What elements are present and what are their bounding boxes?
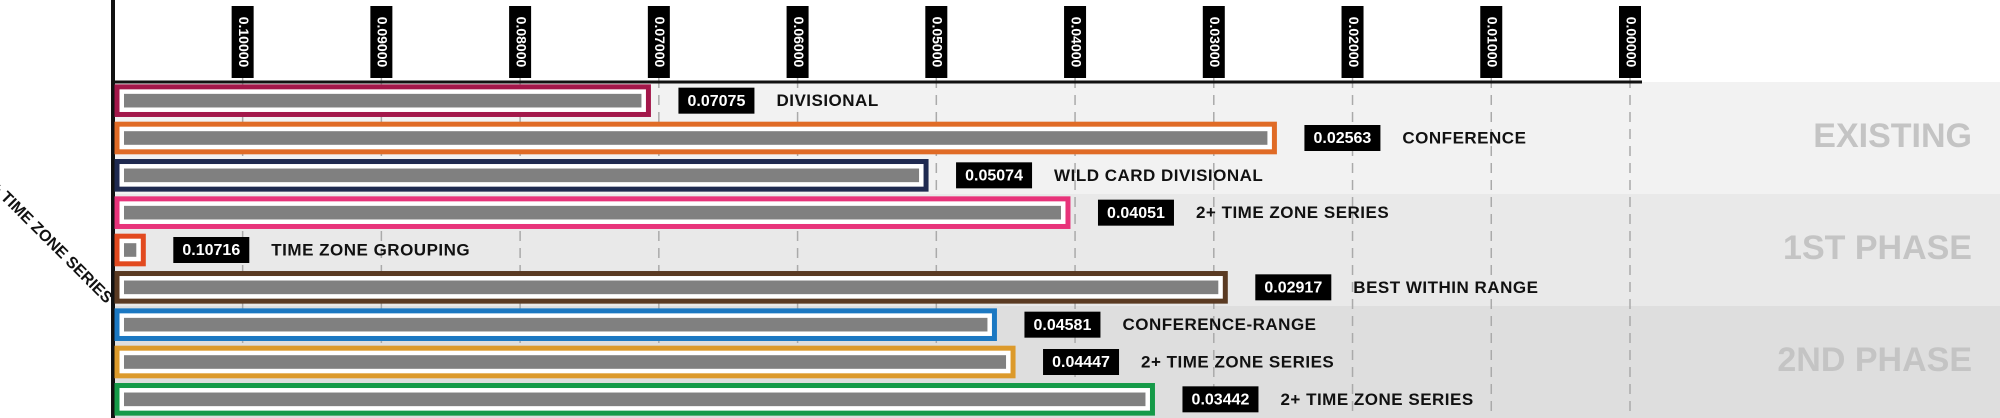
bar-name: 2+ TIME ZONE SERIES <box>1196 203 1389 222</box>
bar-name: CONFERENCE-RANGE <box>1122 315 1316 334</box>
bar-name: BEST WITHIN RANGE <box>1353 278 1538 297</box>
value-box <box>1097 199 1174 226</box>
value-label: 0.10716 <box>182 242 240 259</box>
tick-box <box>786 6 809 78</box>
tick-box <box>1480 6 1503 78</box>
value-box <box>1024 311 1101 338</box>
bar-name: WILD CARD DIVISIONAL <box>1054 166 1263 185</box>
x-tick-label: 0.01000 <box>1485 17 1501 68</box>
bar-fill <box>124 392 1146 407</box>
tick-box <box>231 6 254 78</box>
tick-box <box>509 6 532 78</box>
value-box <box>956 162 1033 189</box>
tick-box <box>1341 6 1364 78</box>
value-box <box>173 237 250 263</box>
value-label: 0.04051 <box>1107 205 1165 222</box>
value-box <box>678 87 755 114</box>
value-label: 0.03442 <box>1192 392 1250 409</box>
x-tick-label: 0.07000 <box>652 17 668 68</box>
value-box <box>1304 125 1381 151</box>
tick-box <box>647 6 670 78</box>
x-tick-label: 0.09000 <box>375 17 391 68</box>
tick-box <box>370 6 393 78</box>
bar-name: 2+ TIME ZONE SERIES <box>1280 390 1473 409</box>
x-tick-label: 0.06000 <box>791 17 807 68</box>
tick-box <box>1064 6 1087 78</box>
value-label: 0.05074 <box>965 168 1023 185</box>
annotation: 2+ TIME ZONE SERIES <box>0 173 116 308</box>
group-label: 2ND PHASE <box>1777 341 1972 379</box>
value-box <box>1043 349 1120 375</box>
bar-name: DIVISIONAL <box>776 91 878 110</box>
value-label: 0.04581 <box>1034 317 1092 334</box>
x-tick-label: 0.00000 <box>1623 17 1639 68</box>
bar-fill <box>124 168 920 183</box>
bar-name: CONFERENCE <box>1402 128 1526 147</box>
value-box <box>1255 274 1332 301</box>
x-tick-label: 0.04000 <box>1068 17 1084 68</box>
x-tick-label: 0.05000 <box>930 17 946 68</box>
bar-fill <box>124 243 137 257</box>
tick-box <box>925 6 948 78</box>
bar <box>114 233 146 267</box>
bar-fill <box>124 93 642 108</box>
value-label: 0.04447 <box>1052 354 1110 371</box>
bar-fill <box>124 205 1061 220</box>
group-label: EXISTING <box>1813 117 1972 155</box>
bar-fill <box>124 131 1268 145</box>
value-label: 0.02917 <box>1264 280 1322 297</box>
tick-box <box>1202 6 1225 78</box>
bar-fill <box>124 280 1219 295</box>
bar-fill <box>124 317 988 332</box>
x-tick-label: 0.10000 <box>236 17 252 68</box>
value-label: 0.02563 <box>1313 130 1371 147</box>
bar-name: 2+ TIME ZONE SERIES <box>1141 352 1334 371</box>
tick-box <box>1619 6 1641 78</box>
group-label: 1ST PHASE <box>1783 229 1972 267</box>
bar-name: TIME ZONE GROUPING <box>271 240 470 259</box>
x-tick-label: 0.03000 <box>1207 17 1223 68</box>
x-tick-label: 0.02000 <box>1346 17 1362 68</box>
value-label: 0.07075 <box>688 93 746 110</box>
x-tick-label: 0.08000 <box>513 17 529 68</box>
bar-fill <box>124 355 1007 369</box>
value-box <box>1182 386 1259 413</box>
